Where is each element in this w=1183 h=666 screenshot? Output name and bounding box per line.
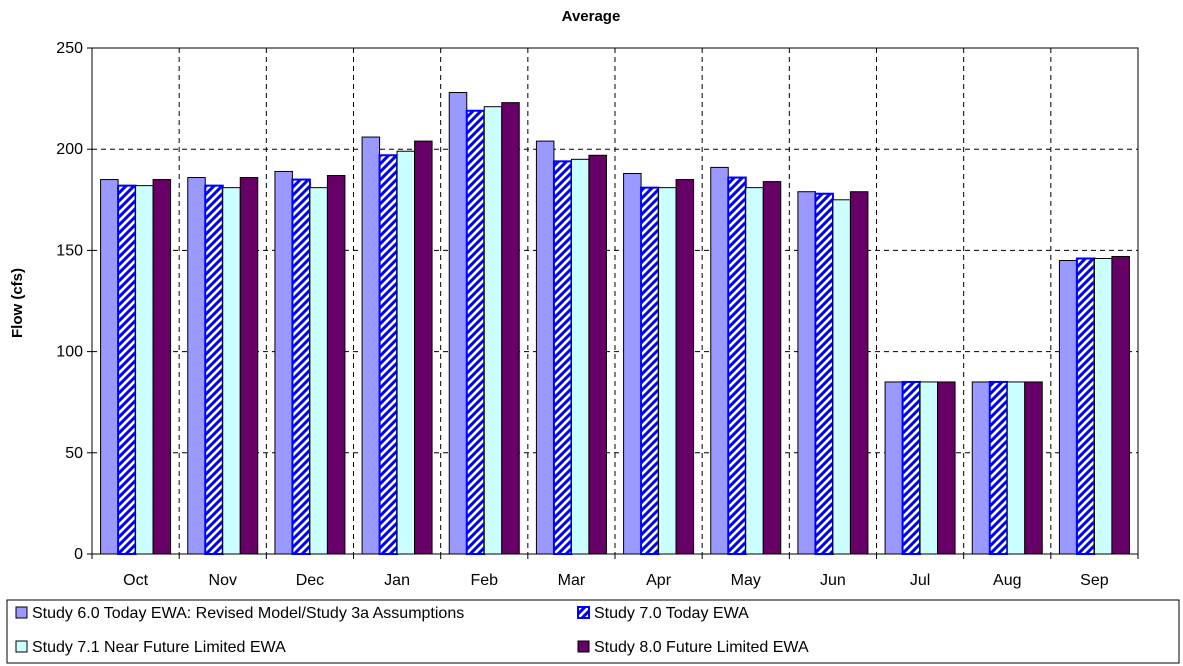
bar	[849, 191, 869, 555]
bar	[1093, 257, 1113, 555]
bar	[378, 154, 399, 555]
x-tick-label: May	[731, 572, 761, 589]
bar	[465, 109, 486, 556]
legend-swatch	[15, 640, 28, 653]
x-tick-label: Jul	[910, 572, 930, 589]
bar	[1024, 381, 1043, 555]
bar	[797, 191, 816, 555]
y-tick-label: 100	[56, 344, 83, 361]
bar	[396, 150, 416, 555]
bar	[309, 187, 328, 555]
bar	[239, 177, 259, 555]
x-tick-label: Jan	[384, 572, 410, 589]
x-tick-label: Apr	[646, 572, 672, 589]
x-tick-label: Nov	[209, 572, 237, 589]
bar	[640, 186, 660, 555]
bar	[884, 381, 904, 555]
bar	[152, 179, 172, 555]
bar	[901, 380, 922, 555]
bar	[971, 381, 991, 555]
legend-swatch	[577, 606, 590, 619]
y-tick-label: 200	[56, 141, 83, 158]
bar	[623, 172, 642, 555]
bar	[988, 380, 1009, 555]
bar	[745, 187, 764, 555]
bar	[552, 160, 573, 555]
bar	[204, 184, 224, 556]
bar	[117, 184, 137, 556]
bar	[187, 177, 206, 555]
bar	[361, 136, 381, 555]
legend-swatch	[15, 606, 28, 619]
bar	[570, 158, 590, 555]
legend-swatch	[577, 640, 590, 653]
chart-title: Average	[562, 8, 621, 25]
legend-box	[6, 599, 1180, 664]
bar	[1006, 381, 1026, 555]
bar	[919, 381, 939, 555]
bar	[1075, 257, 1096, 555]
bar	[501, 102, 520, 555]
bar	[1058, 260, 1078, 555]
legend: Study 6.0 Today EWA: Revised Model/Study…	[6, 599, 1180, 664]
y-axis-label: Flow (cfs)	[9, 268, 26, 338]
x-tick-label: Aug	[993, 572, 1021, 589]
legend-label: Study 8.0 Future Limited EWA	[594, 639, 809, 656]
x-tick-label: Sep	[1080, 572, 1109, 589]
y-tick-label: 150	[56, 242, 83, 259]
bar	[414, 140, 433, 555]
plot-area: 0 50 100 150 200 250 Oct Nov Dec Jan Feb Mar Apr May J…	[56, 40, 1139, 589]
bar	[814, 192, 834, 555]
legend-label: Study 6.0 Today EWA: Revised Model/Study…	[32, 605, 464, 622]
x-tick-label: Jun	[820, 572, 846, 589]
bar	[727, 176, 747, 555]
bar	[135, 185, 154, 555]
bar	[588, 154, 607, 555]
bar	[832, 199, 851, 555]
bar	[658, 187, 677, 555]
bar	[710, 166, 729, 555]
bar	[448, 92, 468, 555]
legend-label: Study 7.1 Near Future Limited EWA	[32, 639, 286, 656]
y-tick-label: 0	[74, 546, 83, 563]
bar	[535, 140, 555, 555]
bar	[100, 179, 119, 555]
bar	[675, 179, 695, 555]
bar	[326, 175, 346, 555]
bar	[222, 187, 241, 555]
y-tick-label: 250	[56, 40, 83, 57]
bar	[274, 170, 293, 555]
x-tick-label: Oct	[123, 572, 148, 589]
y-tick-label: 50	[65, 445, 83, 462]
x-tick-label: Feb	[470, 572, 498, 589]
x-tick-label: Mar	[558, 572, 586, 589]
legend-label: Study 7.0 Today EWA	[594, 605, 749, 622]
x-tick-label: Dec	[296, 572, 324, 589]
bar	[483, 106, 503, 555]
bar	[291, 178, 311, 555]
bar	[937, 381, 956, 555]
bar	[1111, 255, 1130, 555]
bar	[762, 181, 782, 555]
